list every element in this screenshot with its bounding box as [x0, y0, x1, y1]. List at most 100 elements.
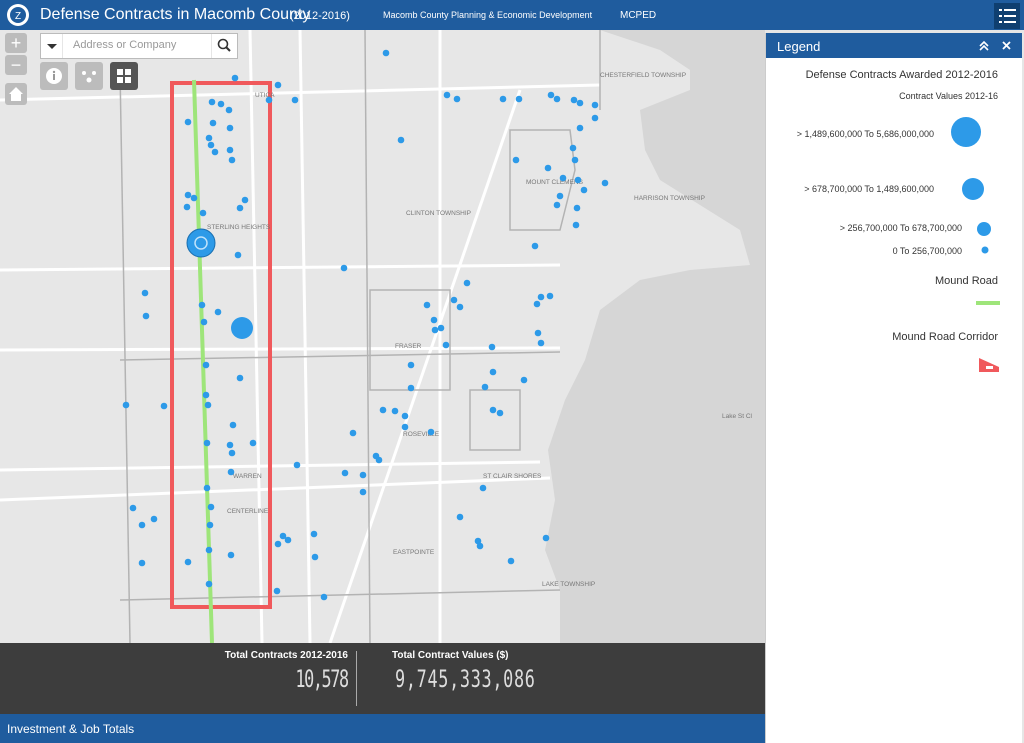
- contract-point[interactable]: [185, 119, 192, 126]
- contract-point[interactable]: [545, 165, 552, 172]
- contract-point[interactable]: [139, 560, 146, 567]
- contract-point[interactable]: [139, 522, 146, 529]
- map[interactable]: UTICACHESTERFIELD TOWNSHIPMOUNT CLEMENSH…: [0, 30, 765, 643]
- contract-point[interactable]: [250, 440, 257, 447]
- contract-point[interactable]: [185, 192, 192, 199]
- contract-point[interactable]: [592, 102, 599, 109]
- contract-point[interactable]: [557, 193, 564, 200]
- contract-point[interactable]: [383, 50, 390, 57]
- contract-point[interactable]: [574, 205, 581, 212]
- contract-point[interactable]: [360, 472, 367, 479]
- contract-point[interactable]: [543, 535, 550, 542]
- contract-point[interactable]: [312, 554, 319, 561]
- contract-point[interactable]: [547, 293, 554, 300]
- contract-point[interactable]: [454, 96, 461, 103]
- header-link[interactable]: Macomb County Planning & Economic Develo…: [383, 10, 592, 20]
- contract-point[interactable]: [208, 142, 215, 149]
- contract-point[interactable]: [218, 101, 225, 108]
- contract-point[interactable]: [490, 407, 497, 414]
- contract-point[interactable]: [521, 377, 528, 384]
- contract-point[interactable]: [311, 531, 318, 538]
- header-link[interactable]: MCPED: [620, 10, 656, 21]
- contract-point[interactable]: [321, 594, 328, 601]
- contract-point[interactable]: [206, 581, 213, 588]
- contract-point[interactable]: [142, 290, 149, 297]
- contract-point[interactable]: [274, 588, 281, 595]
- contract-point[interactable]: [207, 522, 214, 529]
- contract-point[interactable]: [534, 301, 541, 308]
- contract-point[interactable]: [342, 470, 349, 477]
- contract-point[interactable]: [438, 325, 445, 332]
- contract-point[interactable]: [231, 317, 253, 339]
- contract-point[interactable]: [266, 97, 273, 104]
- contract-point[interactable]: [123, 402, 130, 409]
- zoom-out[interactable]: −: [5, 55, 27, 75]
- contract-point[interactable]: [402, 424, 409, 431]
- contract-point[interactable]: [232, 75, 239, 82]
- contract-point[interactable]: [215, 309, 222, 316]
- contract-point[interactable]: [203, 362, 210, 369]
- contract-point[interactable]: [408, 385, 415, 392]
- contract-point[interactable]: [548, 92, 555, 99]
- search-button[interactable]: [211, 34, 237, 58]
- contract-point[interactable]: [572, 157, 579, 164]
- contract-point[interactable]: [206, 135, 213, 142]
- contract-point[interactable]: [151, 516, 158, 523]
- contract-point[interactable]: [380, 407, 387, 414]
- contract-point[interactable]: [229, 157, 236, 164]
- contract-point[interactable]: [573, 222, 580, 229]
- legend-controls[interactable]: [978, 39, 1018, 53]
- contract-point[interactable]: [428, 429, 435, 436]
- contract-point[interactable]: [480, 485, 487, 492]
- contract-point[interactable]: [143, 313, 150, 320]
- contract-point[interactable]: [292, 97, 299, 104]
- contract-point[interactable]: [571, 97, 578, 104]
- contract-point[interactable]: [185, 559, 192, 566]
- contract-point[interactable]: [341, 265, 348, 272]
- contract-point[interactable]: [376, 457, 383, 464]
- contract-point[interactable]: [201, 319, 208, 326]
- contract-point[interactable]: [513, 157, 520, 164]
- contract-point[interactable]: [227, 125, 234, 132]
- contract-point[interactable]: [497, 410, 504, 417]
- contract-point[interactable]: [204, 485, 211, 492]
- contract-point[interactable]: [444, 92, 451, 99]
- contract-point[interactable]: [205, 402, 212, 409]
- contract-point[interactable]: [457, 514, 464, 521]
- contract-point[interactable]: [199, 302, 206, 309]
- zoom-in[interactable]: +: [5, 33, 27, 53]
- contract-point[interactable]: [184, 204, 191, 211]
- contract-point[interactable]: [209, 99, 216, 106]
- contract-point[interactable]: [560, 175, 567, 182]
- contract-point[interactable]: [532, 243, 539, 250]
- search-box[interactable]: Address or Company: [40, 33, 238, 59]
- contract-point[interactable]: [161, 403, 168, 410]
- contract-point[interactable]: [130, 505, 137, 512]
- contract-point[interactable]: [577, 100, 584, 107]
- contract-point[interactable]: [443, 342, 450, 349]
- contract-point[interactable]: [500, 96, 507, 103]
- contract-point[interactable]: [237, 205, 244, 212]
- contract-point[interactable]: [477, 543, 484, 550]
- contract-point[interactable]: [592, 115, 599, 122]
- contract-point[interactable]: [187, 229, 215, 257]
- contract-point[interactable]: [208, 504, 215, 511]
- contract-point[interactable]: [457, 304, 464, 311]
- contract-point[interactable]: [402, 413, 409, 420]
- contract-point[interactable]: [570, 145, 577, 152]
- contract-point[interactable]: [490, 369, 497, 376]
- contract-point[interactable]: [508, 558, 515, 565]
- contract-point[interactable]: [575, 177, 582, 184]
- contract-point[interactable]: [206, 547, 213, 554]
- contract-point[interactable]: [275, 82, 282, 89]
- contract-point[interactable]: [226, 107, 233, 114]
- contract-point[interactable]: [235, 252, 242, 259]
- contract-point[interactable]: [237, 375, 244, 382]
- contract-point[interactable]: [392, 408, 399, 415]
- contract-point[interactable]: [432, 327, 439, 334]
- contract-point[interactable]: [554, 202, 561, 209]
- contract-point[interactable]: [577, 125, 584, 132]
- contract-point[interactable]: [229, 450, 236, 457]
- contract-point[interactable]: [350, 430, 357, 437]
- contract-point[interactable]: [535, 330, 542, 337]
